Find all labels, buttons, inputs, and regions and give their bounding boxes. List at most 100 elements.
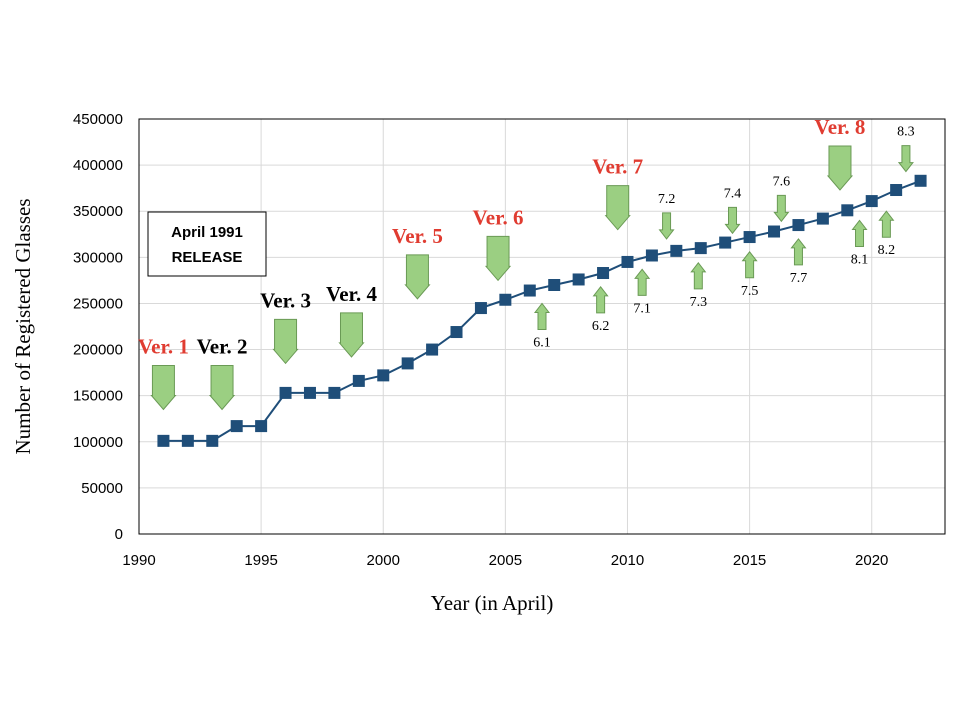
version-label: 7.6 bbox=[773, 174, 791, 189]
version-label: 7.3 bbox=[690, 295, 708, 310]
data-point bbox=[597, 267, 610, 280]
data-point bbox=[474, 302, 487, 315]
version-annotation: 7.1 bbox=[633, 268, 651, 316]
data-point bbox=[523, 284, 536, 297]
data-point bbox=[792, 219, 805, 232]
data-point bbox=[450, 326, 463, 339]
version-annotation: Ver. 5 bbox=[392, 224, 443, 300]
version-annotation: 7.7 bbox=[790, 238, 808, 286]
release-text-box: April 1991 RELEASE bbox=[147, 211, 267, 277]
version-label: Ver. 1 bbox=[138, 335, 189, 359]
version-annotation: 7.4 bbox=[724, 186, 741, 235]
version-label: 6.2 bbox=[592, 319, 610, 334]
version-annotation: 7.5 bbox=[741, 250, 759, 299]
data-point bbox=[303, 386, 316, 399]
arrow-down-icon bbox=[208, 365, 236, 411]
version-annotation: 7.6 bbox=[773, 174, 791, 223]
y-tick-label: 300000 bbox=[73, 249, 123, 266]
release-box-frame bbox=[147, 211, 267, 277]
release-box-line2: RELEASE bbox=[172, 249, 243, 266]
data-point bbox=[621, 255, 634, 268]
y-tick-label: 250000 bbox=[73, 295, 123, 312]
x-tick-label: 1990 bbox=[122, 552, 155, 569]
arrow-up-icon bbox=[878, 210, 895, 238]
arrow-down-icon bbox=[897, 145, 914, 173]
version-label: 7.1 bbox=[633, 301, 651, 316]
version-label: 8.2 bbox=[878, 243, 896, 258]
version-annotation: Ver. 8 bbox=[814, 115, 865, 191]
y-tick-label: 0 bbox=[115, 526, 123, 543]
version-annotation: 7.2 bbox=[658, 192, 676, 240]
arrow-down-icon bbox=[404, 254, 431, 300]
arrow-down-icon bbox=[338, 312, 365, 358]
y-tick-label: 400000 bbox=[73, 157, 123, 174]
data-point bbox=[230, 420, 243, 433]
data-point bbox=[841, 204, 854, 217]
arrow-up-icon bbox=[592, 286, 609, 314]
data-point bbox=[352, 374, 365, 387]
data-point bbox=[499, 293, 512, 306]
arrow-down-icon bbox=[724, 206, 741, 235]
y-tick-label: 450000 bbox=[73, 111, 123, 128]
data-point bbox=[157, 434, 170, 447]
data-point bbox=[816, 212, 829, 225]
arrow-down-icon bbox=[773, 194, 790, 223]
y-tick-label: 350000 bbox=[73, 203, 123, 220]
arrow-up-icon bbox=[851, 219, 868, 247]
data-point bbox=[890, 184, 903, 197]
tick-labels: 0 50000 100000 150000 200000 250000 300000 3500… bbox=[73, 111, 888, 569]
data-point bbox=[743, 231, 756, 244]
version-label: Ver. 6 bbox=[473, 205, 524, 229]
y-tick-label: 100000 bbox=[73, 434, 123, 451]
arrow-down-icon bbox=[658, 212, 675, 240]
x-tick-label: 1995 bbox=[244, 552, 277, 569]
data-point bbox=[181, 434, 194, 447]
version-annotation: 8.1 bbox=[851, 219, 869, 267]
data-point bbox=[914, 174, 927, 187]
version-annotation: 6.1 bbox=[533, 302, 551, 350]
version-annotation: Ver. 7 bbox=[592, 155, 643, 231]
data-point bbox=[328, 386, 341, 399]
arrow-up-icon bbox=[790, 238, 807, 266]
version-label: Ver. 7 bbox=[592, 155, 643, 179]
version-label: 7.7 bbox=[790, 271, 808, 286]
version-annotation: 6.2 bbox=[592, 286, 610, 334]
data-point bbox=[279, 386, 292, 399]
version-label: 7.5 bbox=[741, 284, 759, 299]
y-tick-label: 200000 bbox=[73, 342, 123, 359]
series-glasses bbox=[157, 174, 927, 447]
release-box-line1: April 1991 bbox=[171, 224, 243, 241]
data-point bbox=[401, 357, 414, 370]
data-point bbox=[377, 369, 390, 382]
version-label: 8.3 bbox=[897, 125, 915, 140]
version-label: Ver. 8 bbox=[814, 115, 865, 139]
x-tick-label: 2005 bbox=[489, 552, 522, 569]
plot-frame bbox=[138, 118, 946, 535]
data-point bbox=[670, 244, 683, 257]
version-label: 7.2 bbox=[658, 192, 676, 207]
version-label: Ver. 5 bbox=[392, 224, 443, 248]
version-label: Ver. 4 bbox=[326, 282, 377, 306]
data-point bbox=[426, 343, 439, 356]
arrow-up-icon bbox=[533, 302, 551, 330]
data-point bbox=[694, 242, 707, 255]
data-point bbox=[719, 236, 732, 249]
y-tick-label: 150000 bbox=[73, 388, 123, 405]
version-annotation: Ver. 6 bbox=[473, 205, 524, 282]
data-point bbox=[572, 273, 585, 286]
data-point bbox=[865, 195, 878, 208]
arrow-down-icon bbox=[604, 185, 631, 231]
data-point bbox=[548, 279, 561, 291]
arrow-down-icon bbox=[484, 235, 512, 282]
version-label: Ver. 3 bbox=[260, 288, 311, 312]
version-annotation: 7.3 bbox=[690, 262, 708, 310]
x-tick-label: 2010 bbox=[611, 552, 644, 569]
data-point bbox=[645, 249, 658, 262]
arrow-up-icon bbox=[690, 262, 707, 290]
data-point bbox=[768, 225, 781, 238]
version-annotation: 8.2 bbox=[878, 210, 896, 258]
y-axis-title: Number of Registered Glasses bbox=[11, 198, 35, 454]
version-label: 8.1 bbox=[851, 252, 869, 267]
x-tick-label: 2020 bbox=[855, 552, 888, 569]
